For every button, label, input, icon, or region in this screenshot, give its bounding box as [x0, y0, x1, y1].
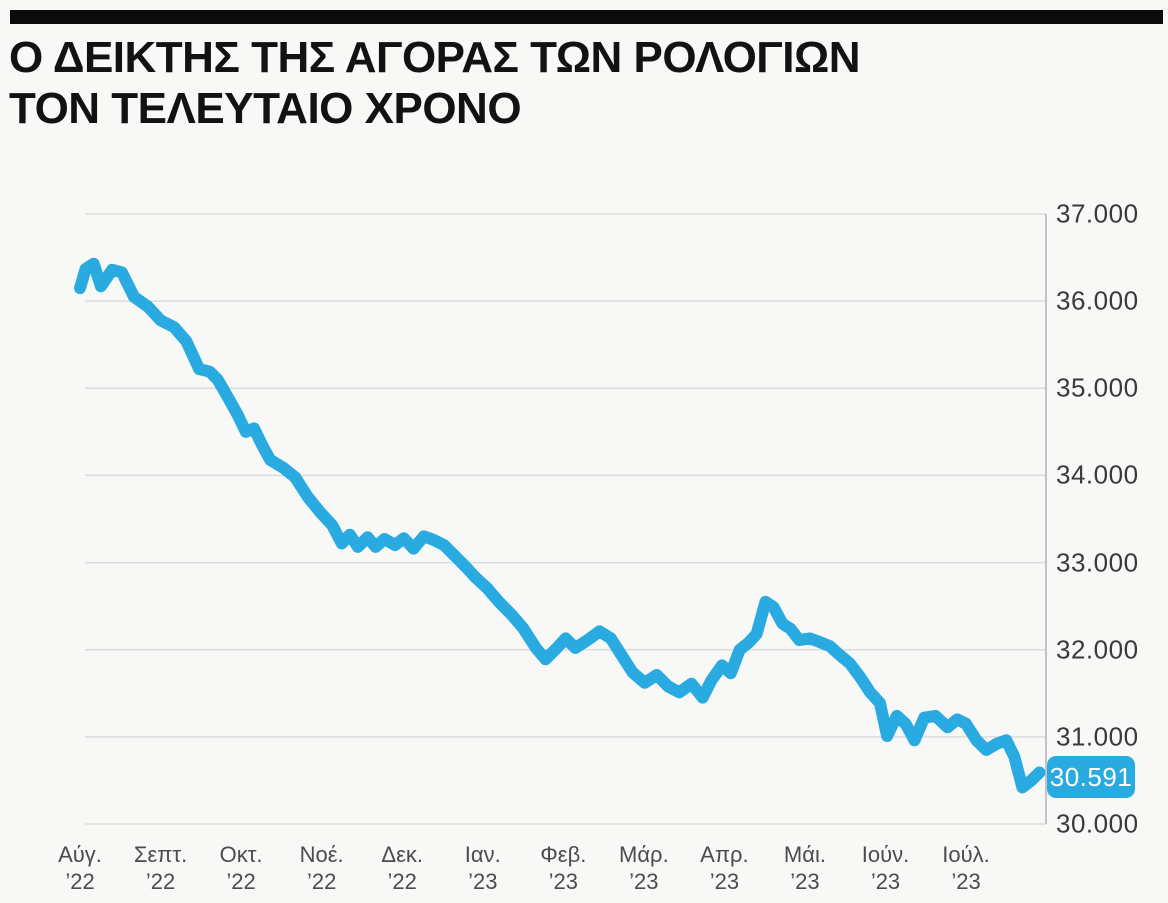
month-year: ’22	[145, 869, 176, 894]
month-name: Αύγ.	[58, 842, 102, 867]
x-tick-label: Οκτ. ’22	[220, 841, 263, 895]
latest-value-badge: 30.591	[1047, 756, 1135, 798]
month-name: Μάρ.	[619, 842, 669, 867]
month-year: ’23	[468, 869, 498, 894]
x-tick-label: Μάι. ’23	[784, 841, 826, 895]
month-year: ’22	[65, 869, 95, 894]
latest-value-text: 30.591	[1049, 761, 1133, 792]
y-tick-label: 31.000	[1056, 721, 1139, 752]
y-tick-label: 32.000	[1056, 634, 1139, 665]
y-tick-label: 33.000	[1056, 547, 1139, 578]
x-tick-label: Δεκ. ’22	[381, 841, 423, 895]
month-name: Οκτ.	[219, 842, 263, 867]
x-tick-label: Απρ. ’23	[700, 841, 748, 895]
x-tick-label: Ιούν. ’23	[862, 841, 910, 895]
month-name: Απρ.	[700, 842, 749, 867]
month-name: Μάι.	[783, 842, 826, 867]
month-name: Ιούλ.	[942, 842, 990, 867]
month-year: ’23	[548, 869, 578, 894]
month-name: Σεπτ.	[133, 842, 188, 867]
month-name: Ιαν.	[464, 842, 501, 867]
index-line	[74, 257, 1046, 794]
month-name: Νοέ.	[299, 842, 344, 867]
month-year: ’23	[790, 869, 820, 894]
month-year: ’23	[629, 869, 659, 894]
page-title-line2: ΤΟΝ ΤΕΛΕΥΤΑΙΟ ΧΡΟΝΟ	[9, 84, 522, 133]
month-name: Ιούν.	[861, 842, 910, 867]
y-tick-label: 36.000	[1056, 285, 1139, 316]
x-tick-label: Μάρ. ’23	[619, 841, 669, 895]
x-tick-label: Αύγ. ’22	[58, 841, 102, 895]
y-tick-label: 34.000	[1056, 459, 1139, 490]
page-title-line1: Ο ΔΕΙΚΤΗΣ ΤΗΣ ΑΓΟΡΑΣ ΤΩΝ ΡΟΛΟΓΙΩΝ	[9, 33, 861, 82]
month-name: Φεβ.	[540, 842, 587, 867]
top-bar	[10, 10, 1163, 24]
month-year: ’23	[951, 869, 981, 894]
month-name: Δεκ.	[381, 842, 423, 867]
month-year: ’23	[870, 869, 901, 894]
x-tick-label: Ιαν. ’23	[465, 841, 501, 895]
month-year: ’23	[709, 869, 740, 894]
x-tick-label: Ιούλ. ’23	[942, 841, 990, 895]
month-year: ’22	[226, 869, 256, 894]
x-tick-label: Φεβ. ’23	[540, 841, 586, 895]
x-tick-label: Σεπτ. ’22	[134, 841, 187, 895]
y-tick-label: 30.000	[1056, 808, 1139, 839]
x-tick-label: Νοέ. ’22	[300, 841, 344, 895]
y-tick-label: 37.000	[1056, 198, 1139, 229]
y-tick-label: 35.000	[1056, 372, 1139, 403]
page-title: Ο ΔΕΙΚΤΗΣ ΤΗΣ ΑΓΟΡΑΣ ΤΩΝ ΡΟΛΟΓΙΩΝ ΤΟΝ ΤΕ…	[9, 32, 1109, 134]
month-year: ’22	[387, 869, 417, 894]
month-year: ’22	[306, 869, 337, 894]
